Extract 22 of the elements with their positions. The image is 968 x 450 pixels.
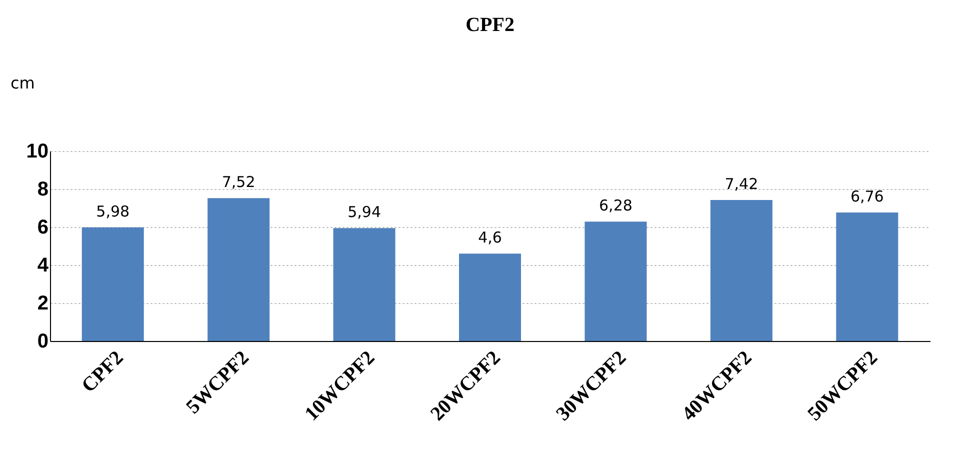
data-label: 5,94 <box>348 203 381 222</box>
data-label: 6,76 <box>850 188 884 206</box>
y-tick-label: 4 <box>37 254 50 276</box>
y-tick-label: 2 <box>37 292 48 314</box>
bar <box>584 222 647 341</box>
y-tick-label: 0 <box>37 330 48 352</box>
bar <box>82 227 144 341</box>
data-label: 5,98 <box>96 202 130 220</box>
bar <box>333 228 396 341</box>
bar <box>208 198 270 341</box>
chart-title: CPF2 <box>466 14 514 36</box>
y-axis-title: cm <box>10 74 35 92</box>
bar <box>459 254 521 341</box>
data-label: 7,52 <box>222 173 256 192</box>
data-label: 6,28 <box>599 196 632 215</box>
data-label: 7,42 <box>724 175 758 194</box>
bar <box>710 200 772 341</box>
bar <box>836 212 898 341</box>
y-tick-label: 10 <box>26 140 48 162</box>
y-tick-label: 8 <box>37 178 48 200</box>
y-tick-label: 6 <box>37 216 48 238</box>
data-label: 4,6 <box>478 228 502 247</box>
